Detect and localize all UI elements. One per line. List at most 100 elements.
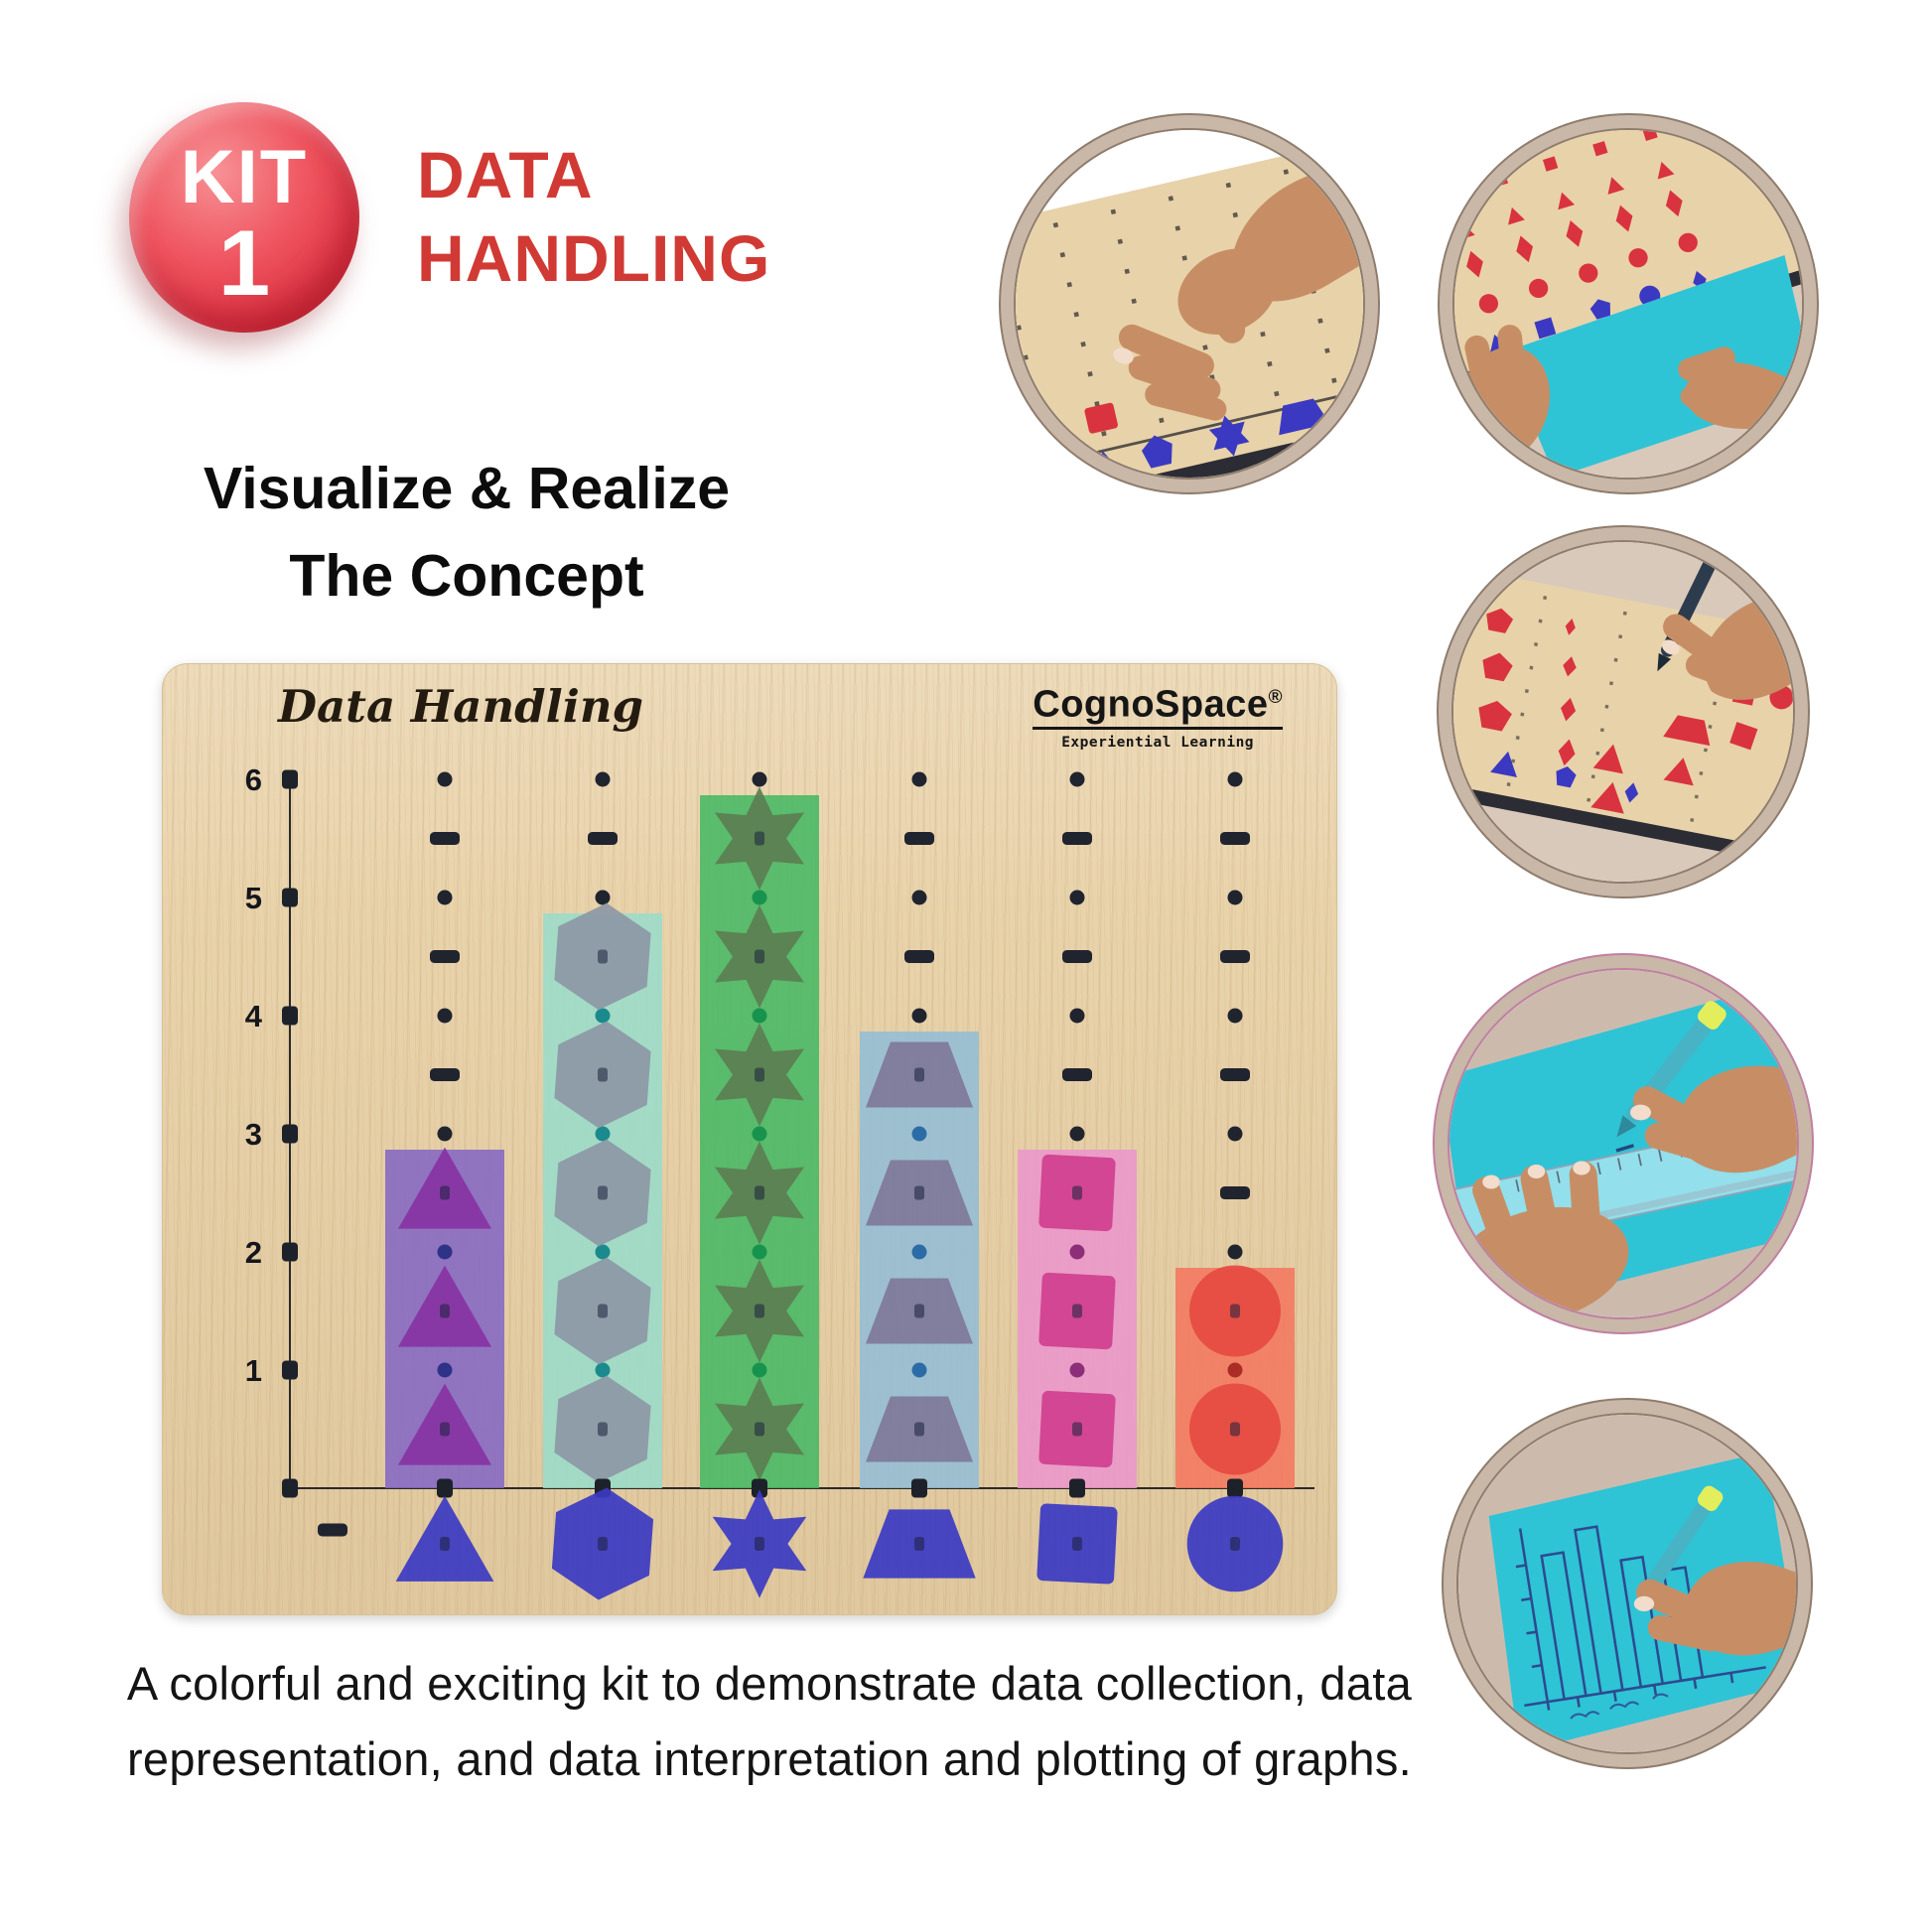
brand-tagline: Experiential Learning xyxy=(1061,734,1255,751)
peg-hole-round xyxy=(1069,890,1085,905)
bar-hole xyxy=(752,1362,767,1378)
bar-hole xyxy=(911,1362,927,1378)
shape-center-hole xyxy=(598,1185,608,1200)
axis-peg-hole xyxy=(282,769,298,789)
photo-step-peel-sheet xyxy=(1438,113,1819,494)
shape-center-hole xyxy=(1230,1304,1240,1318)
pictograph-chart: 1 2 3 4 5 6 xyxy=(245,762,1314,1600)
shape-center-hole xyxy=(440,1537,450,1551)
shape-center-hole xyxy=(1230,1537,1240,1551)
brand-name: CognoSpace® xyxy=(1033,678,1283,730)
shape-center-hole xyxy=(914,1422,924,1437)
shape-center-hole xyxy=(914,1185,924,1200)
shape-center-hole xyxy=(598,949,608,964)
peg-hole-slot xyxy=(1220,1068,1250,1081)
shape-center-hole xyxy=(914,1537,924,1551)
peg-hole-round xyxy=(911,890,927,905)
page-title-line1: DATA xyxy=(417,138,594,211)
peg-hole-slot xyxy=(1220,832,1250,845)
tagline-line2: The Concept xyxy=(289,543,644,609)
shape-center-hole xyxy=(598,1422,608,1437)
photo-step-draw-graph xyxy=(1442,1398,1813,1769)
x-axis-peg-hole xyxy=(752,1478,767,1498)
shape-center-hole xyxy=(755,831,764,846)
product-description: A colorful and exciting kit to demonstra… xyxy=(79,1646,1459,1797)
x-axis-peg-hole xyxy=(1069,1478,1085,1498)
shape-center-hole xyxy=(755,1185,764,1200)
bar-hole xyxy=(911,1244,927,1260)
peg-hole-round xyxy=(1227,1008,1243,1024)
kit-label: KIT xyxy=(180,135,309,219)
peg-hole-round xyxy=(1227,890,1243,905)
peg-hole-slot xyxy=(588,832,618,845)
y-axis-label: 3 xyxy=(245,1117,262,1152)
x-axis-peg-hole xyxy=(437,1478,453,1498)
peg-hole-round xyxy=(1069,1008,1085,1024)
peg-hole-round xyxy=(911,1008,927,1024)
shape-center-hole xyxy=(755,1067,764,1082)
pegboard-product-photo: Data Handling CognoSpace® Experiential L… xyxy=(162,663,1337,1615)
photo-step-ruler-measure-image xyxy=(1448,968,1799,1319)
peg-hole-slot xyxy=(1220,1186,1250,1199)
y-axis-label: 4 xyxy=(245,999,263,1034)
shape-center-hole xyxy=(1230,1422,1240,1437)
bar-hole xyxy=(437,1244,453,1260)
photo-4-illustration xyxy=(1449,970,1797,1317)
shape-center-hole xyxy=(440,1185,450,1200)
y-axis-label: 5 xyxy=(245,881,262,915)
photo-step-place-shapes-image xyxy=(1014,128,1365,480)
bar-hole xyxy=(752,1008,767,1024)
bar-hole xyxy=(1069,1244,1085,1260)
description-line2: representation, and data interpretation … xyxy=(126,1732,1412,1785)
bar-hole xyxy=(752,1244,767,1260)
shape-center-hole xyxy=(914,1304,924,1318)
shape-center-hole xyxy=(755,949,764,964)
bar-hole xyxy=(595,1362,611,1378)
axis-peg-hole xyxy=(282,1242,298,1262)
shape-center-hole xyxy=(755,1537,764,1551)
shape-center-hole xyxy=(1072,1422,1082,1437)
brand-logo: CognoSpace® Experiential Learning xyxy=(1033,678,1283,751)
board-title: Data Handling xyxy=(278,680,644,733)
axis-peg-hole xyxy=(282,1124,298,1144)
photo-step-draw-graph-image xyxy=(1456,1413,1798,1754)
peg-hole-slot xyxy=(430,950,460,963)
bar-hole xyxy=(752,1126,767,1142)
peg-hole-round xyxy=(595,890,611,905)
peg-hole-slot xyxy=(1220,950,1250,963)
peg-hole-slot xyxy=(904,950,934,963)
y-axis-label: 1 xyxy=(245,1353,262,1388)
shape-center-hole xyxy=(598,1067,608,1082)
bar-hole xyxy=(595,1008,611,1024)
peg-hole-round xyxy=(437,890,453,905)
bar-hole xyxy=(595,1126,611,1142)
peg-hole-slot xyxy=(1062,1068,1092,1081)
tagline-line1: Visualize & Realize xyxy=(203,456,731,521)
y-axis-label: 6 xyxy=(245,762,262,797)
peg-hole-round xyxy=(1227,1126,1243,1142)
y-axis-label: 2 xyxy=(245,1235,262,1270)
peg-hole-round xyxy=(1069,1126,1085,1142)
shape-center-hole xyxy=(440,1422,450,1437)
shape-center-hole xyxy=(598,1537,608,1551)
bar-hole xyxy=(1227,1362,1243,1378)
kit-number-badge: KIT 1 xyxy=(129,102,359,333)
photo-1-illustration xyxy=(1016,130,1363,478)
x-axis-peg-hole xyxy=(911,1478,927,1498)
bar-hole xyxy=(1069,1362,1085,1378)
shape-center-hole xyxy=(598,1304,608,1318)
bar-hole xyxy=(752,890,767,905)
axis-peg-hole xyxy=(282,888,298,907)
peg-hole-slot xyxy=(430,832,460,845)
photo-step-ruler-measure xyxy=(1433,953,1814,1334)
peg-hole-slot xyxy=(1062,950,1092,963)
peg-hole-round xyxy=(1069,771,1085,787)
page-title-line2: HANDLING xyxy=(417,221,771,295)
tagline: Visualize & Realize The Concept xyxy=(69,445,864,620)
shape-center-hole xyxy=(755,1422,764,1437)
kit-number: 1 xyxy=(217,210,271,315)
peg-hole-slot xyxy=(1062,832,1092,845)
shape-center-hole xyxy=(440,1304,450,1318)
bar-hole xyxy=(595,1244,611,1260)
peg-hole-round xyxy=(437,1008,453,1024)
